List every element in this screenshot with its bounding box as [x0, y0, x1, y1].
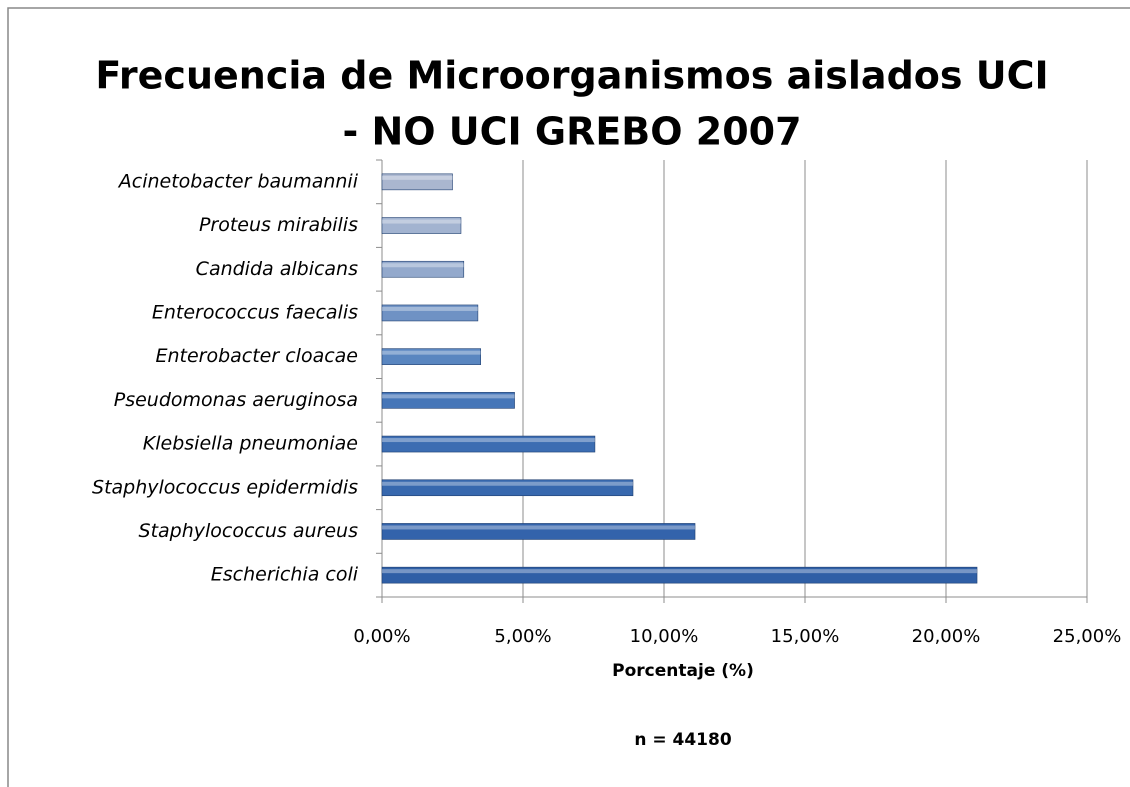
x-axis-label: Porcentaje (%): [612, 661, 754, 681]
bar-highlight: [382, 569, 978, 574]
chart-title: Frecuencia de Microorganismos aislados U…: [95, 54, 1048, 98]
y-tick-label: Enterobacter cloacae: [155, 345, 358, 367]
x-tick-label: 20,00%: [912, 626, 981, 647]
bar-highlight: [382, 263, 464, 268]
bar-highlight: [382, 438, 595, 443]
x-tick-label: 15,00%: [771, 626, 840, 647]
chart-title: - NO UCI GREBO 2007: [342, 110, 801, 154]
x-tick-label: 5,00%: [494, 626, 551, 647]
y-tick-label: Acinetobacter baumannii: [117, 170, 359, 192]
y-tick-label: Staphylococcus epidermidis: [92, 476, 358, 498]
bar: [381, 173, 453, 191]
bar-highlight: [382, 525, 696, 530]
y-tick-label: Enterococcus faecalis: [152, 301, 358, 323]
y-tick-label: Pseudomonas aeruginosa: [114, 389, 358, 411]
bar: [381, 479, 634, 497]
annotation: n = 44180: [634, 730, 731, 750]
bar-highlight: [382, 306, 478, 311]
bar: [381, 566, 978, 584]
x-tick-label: 0,00%: [353, 626, 410, 647]
bar: [381, 348, 481, 365]
y-tick-label: Klebsiella pneumoniae: [143, 433, 358, 455]
bar: [381, 392, 515, 409]
bar-highlight: [382, 219, 461, 224]
x-tick-label: 25,00%: [1053, 626, 1122, 647]
bar-highlight: [382, 394, 515, 399]
bar: [381, 523, 696, 540]
bar: [381, 260, 465, 278]
y-tick-label: Candida albicans: [196, 258, 358, 280]
y-tick-label: Escherichia coli: [211, 564, 359, 586]
x-tick-label: 10,00%: [630, 626, 699, 647]
bar: [381, 217, 462, 234]
frame: [7, 7, 1130, 787]
bar: [381, 304, 479, 322]
bar: [381, 435, 596, 453]
y-tick-label: Staphylococcus aureus: [139, 520, 359, 542]
bar-highlight: [382, 481, 633, 486]
bar-highlight: [382, 350, 481, 355]
bar-highlight: [382, 175, 453, 180]
y-tick-label: Proteus mirabilis: [199, 214, 358, 236]
